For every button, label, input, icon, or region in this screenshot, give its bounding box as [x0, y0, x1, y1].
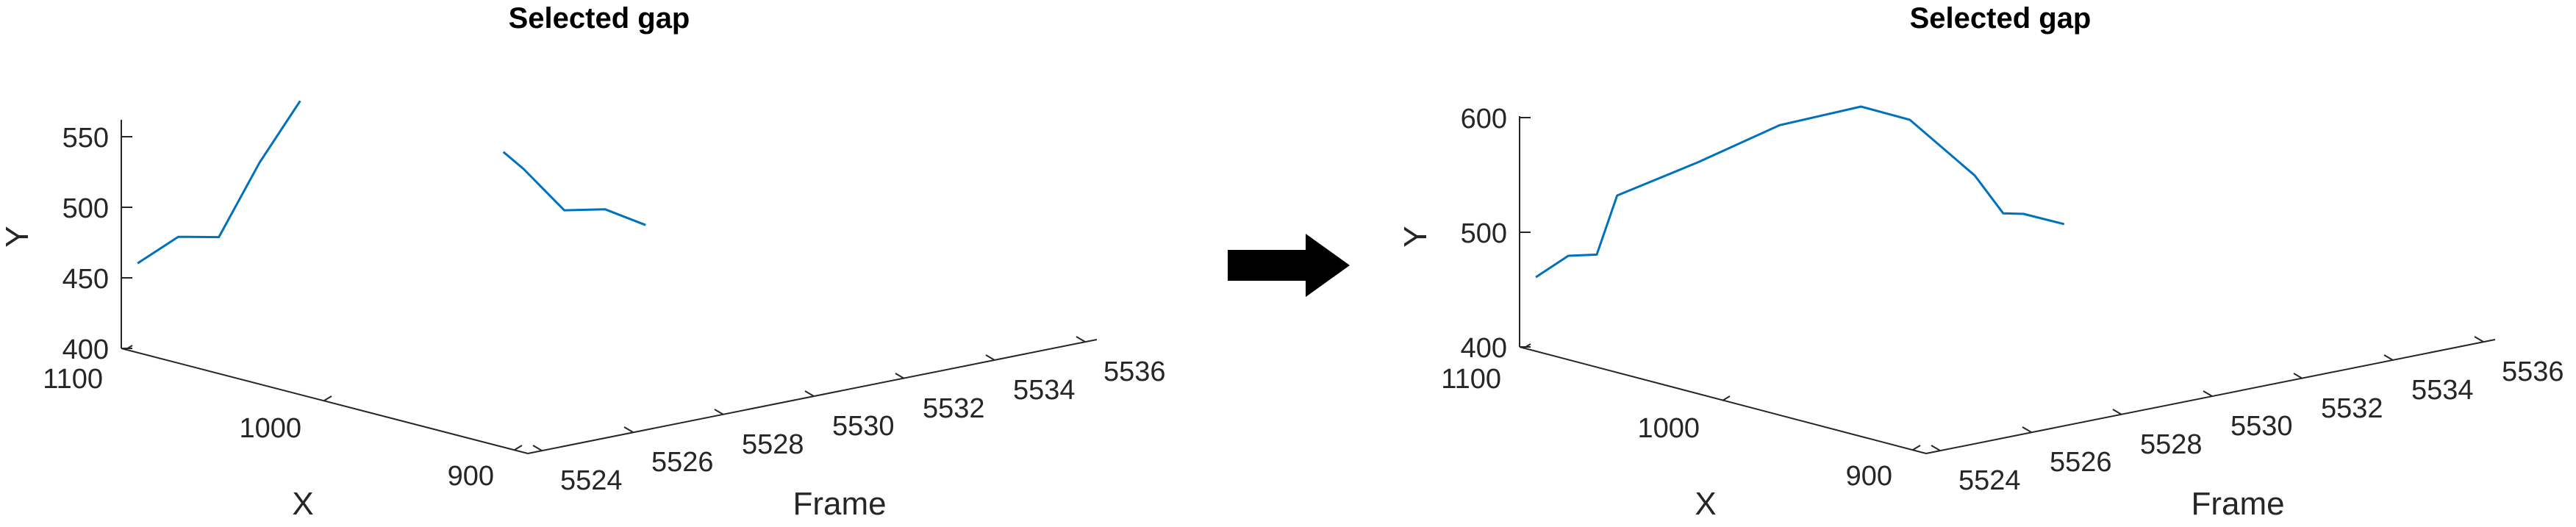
y-tick-label: 400 [1461, 333, 1507, 364]
x-tick-label: 1100 [43, 364, 103, 395]
y-axis-title: Y [1398, 226, 1434, 247]
frame-axis [527, 339, 1098, 454]
series-group [137, 100, 646, 265]
frame-tick [2112, 409, 2122, 415]
x-axis-title: X [292, 486, 313, 522]
frame-tick [623, 426, 634, 433]
series-group [1535, 105, 2065, 279]
right-arrow-icon [1228, 234, 1350, 297]
x-tick [514, 445, 523, 451]
frame-tick-label: 5530 [2230, 411, 2293, 442]
frame-tick [2474, 336, 2484, 343]
y-tick-label: 500 [62, 193, 109, 224]
series-line-2 [502, 151, 646, 226]
frame-tick-label: 5528 [742, 429, 804, 460]
frame-tick [1931, 445, 1941, 451]
x-tick-label: 900 [1846, 461, 1892, 492]
chart-title: Selected gap [509, 2, 690, 35]
frame-tick-label: 5530 [832, 411, 895, 442]
frame-tick [895, 373, 905, 379]
x-tick-label: 900 [448, 461, 494, 492]
frame-tick-label: 5536 [1103, 356, 1166, 387]
frame-tick [714, 409, 724, 415]
x-tick [323, 395, 332, 401]
x-tick [1722, 395, 1731, 401]
frame-tick-label: 5536 [2502, 356, 2564, 387]
frame-tick-label: 5534 [2411, 375, 2474, 406]
frame-tick-label: 5526 [2050, 447, 2112, 478]
chart-left: Selected gap 550 500 450 400 Y 1100 1000… [0, 2, 1166, 522]
x-tick-label: 1100 [1441, 364, 1501, 395]
frame-tick-label: 5534 [1013, 375, 1076, 406]
frame-tick [985, 354, 995, 361]
frame-tick [804, 390, 815, 397]
x-tick [1523, 343, 1531, 349]
x-axis-title: X [1695, 486, 1716, 522]
y-tick-label: 400 [62, 334, 109, 365]
series-line-1 [137, 100, 301, 265]
x-tick [1912, 445, 1921, 451]
series-line-1 [1535, 105, 2065, 279]
y-tick-label: 600 [1461, 104, 1507, 135]
y-tick-label: 450 [62, 264, 109, 295]
frame-tick [2203, 390, 2213, 397]
frame-tick [2383, 354, 2394, 361]
frame-tick [1076, 336, 1086, 343]
x-tick-label: 1000 [239, 413, 301, 444]
frame-axis-title: Frame [2191, 486, 2284, 522]
x-tick-label: 1000 [1637, 413, 1700, 444]
y-axis-title: Y [0, 226, 35, 247]
x-tick [124, 345, 133, 351]
frame-tick-label: 5524 [1958, 465, 2021, 496]
frame-tick [2293, 373, 2303, 379]
frame-axis [1925, 339, 2496, 454]
frame-tick [532, 445, 543, 451]
frame-tick-label: 5524 [560, 465, 623, 496]
frame-tick-label: 5532 [923, 393, 985, 424]
chart-title: Selected gap [1910, 2, 2092, 35]
chart-right: Selected gap 600 500 400 Y 1100 1000 900… [1398, 2, 2564, 522]
y-tick-label: 500 [1461, 218, 1507, 249]
frame-tick-label: 5526 [651, 447, 714, 478]
frame-tick-label: 5532 [2321, 393, 2383, 424]
frame-tick-label: 5528 [2140, 429, 2203, 460]
y-tick-label: 550 [62, 123, 109, 154]
frame-axis-title: Frame [793, 486, 886, 522]
frame-tick [2022, 426, 2032, 433]
